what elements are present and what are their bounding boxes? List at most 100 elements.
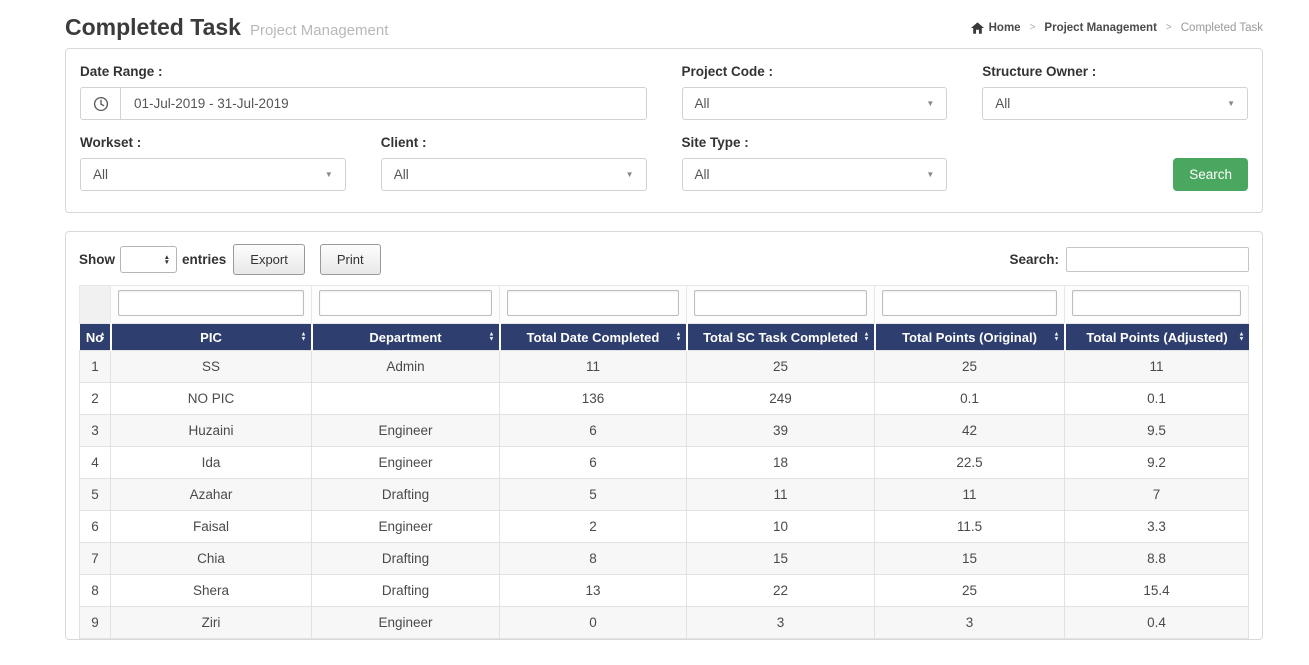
client-select[interactable]: All ▼	[380, 158, 647, 191]
structure-owner-select[interactable]: All ▼	[982, 87, 1248, 120]
client-field: Client : All ▼	[380, 135, 647, 191]
breadcrumb-item-home[interactable]: Home	[970, 21, 1021, 34]
column-header-no[interactable]: No ▲ ▼	[79, 323, 112, 351]
column-filter-input-6[interactable]	[1072, 290, 1241, 316]
column-filter-cell	[110, 285, 312, 324]
column-filter-cell	[499, 285, 687, 324]
table-cell: 5	[499, 478, 687, 511]
clock-icon	[81, 88, 121, 119]
table-cell: 22.5	[874, 446, 1065, 479]
structure-owner-field: Structure Owner : All ▼	[982, 64, 1248, 120]
table-cell: 3	[79, 414, 111, 447]
site-type-select[interactable]: All ▼	[681, 158, 948, 191]
table-cell: 3.3	[1064, 510, 1249, 543]
table-cell: 9.5	[1064, 414, 1249, 447]
table-row: 7 Chia Drafting 8 15 15 8.8	[79, 542, 1249, 575]
table-cell: 10	[686, 510, 875, 543]
table-cell: 25	[874, 350, 1065, 383]
table-cell: Huzaini	[110, 414, 312, 447]
table-cell: 11	[1064, 350, 1249, 383]
site-type-label: Site Type :	[681, 135, 749, 150]
table-cell: Faisal	[110, 510, 312, 543]
table-cell: 6	[499, 446, 687, 479]
table-cell: 11	[874, 478, 1065, 511]
column-header-pic[interactable]: PIC ▲ ▼	[110, 323, 313, 351]
table-cell: 18	[686, 446, 875, 479]
search-button[interactable]: Search	[1173, 158, 1248, 191]
breadcrumb-item-completed-task: Completed Task	[1180, 21, 1263, 34]
table-cell: 2	[79, 382, 111, 415]
site-type-field: Site Type : All ▼	[681, 135, 948, 191]
sort-icon: ▲ ▼	[675, 331, 682, 342]
table-cell: 2	[499, 510, 687, 543]
column-header-total-points-original[interactable]: Total Points (Original) ▲ ▼	[874, 323, 1066, 351]
title-wrap: Completed Task Project Management	[65, 14, 388, 41]
table-cell: 3	[686, 606, 875, 639]
column-filter-input-4[interactable]	[694, 290, 867, 316]
updown-spinner-icon: ▲ ▼	[163, 253, 170, 266]
table-cell: Drafting	[311, 478, 500, 511]
breadcrumb: Home > Project Management > Completed Ta…	[970, 21, 1263, 34]
column-header-total-points-adjusted[interactable]: Total Points (Adjusted) ▲ ▼	[1064, 323, 1249, 351]
page-subtitle: Project Management	[249, 22, 389, 39]
column-header-total-sc-task-completed[interactable]: Total SC Task Completed ▲ ▼	[686, 323, 876, 351]
breadcrumb-item-project-management[interactable]: Project Management	[1044, 21, 1157, 34]
workset-select[interactable]: All ▼	[80, 158, 346, 191]
page-header: Completed Task Project Management Home >…	[65, 0, 1263, 42]
export-button[interactable]: Export	[233, 244, 305, 275]
table-cell: 249	[686, 382, 875, 415]
table-search-input[interactable]	[1066, 247, 1249, 272]
table-search-label: Search:	[1009, 252, 1059, 267]
table-row: 8 Shera Drafting 13 22 25 15.4	[79, 574, 1249, 607]
table-cell: 11	[686, 478, 875, 511]
table-cell: Engineer	[311, 414, 500, 447]
column-filter-cell	[1064, 285, 1249, 324]
column-filter-cell	[79, 285, 111, 324]
table-filter-row	[79, 285, 1249, 324]
entries-per-page-select[interactable]: ▲ ▼	[120, 246, 177, 273]
table-cell: Ziri	[110, 606, 312, 639]
table-controls: Show ▲ ▼ entries Export Print Search:	[79, 244, 1249, 275]
client-selected-value: All	[393, 167, 409, 182]
table-cell: 0	[499, 606, 687, 639]
table-row: 3 Huzaini Engineer 6 39 42 9.5	[79, 414, 1249, 447]
column-header-department[interactable]: Department ▲ ▼	[311, 323, 501, 351]
column-filter-input-1[interactable]	[118, 290, 304, 316]
table-cell: Chia	[110, 542, 312, 575]
table-cell: 15	[686, 542, 875, 575]
workset-field: Workset : All ▼	[80, 135, 346, 191]
workset-label: Workset :	[80, 135, 142, 150]
date-range-input[interactable]	[121, 96, 646, 111]
table-cell: Drafting	[311, 542, 500, 575]
table-cell: 0.1	[1064, 382, 1249, 415]
table-header-row: No ▲ ▼ PIC ▲ ▼ Department ▲ ▼ Total Date Complete…	[79, 323, 1249, 351]
column-filter-input-2[interactable]	[319, 290, 492, 316]
breadcrumb-item-label: Home	[988, 21, 1021, 34]
date-range-input-group	[80, 87, 647, 120]
table-row: 6 Faisal Engineer 2 10 11.5 3.3	[79, 510, 1249, 543]
table-cell: 6	[499, 414, 687, 447]
sort-icon: ▲ ▼	[488, 331, 495, 342]
date-range-field: Date Range :	[80, 64, 647, 120]
print-button[interactable]: Print	[319, 244, 381, 275]
column-filter-input-5[interactable]	[882, 290, 1057, 316]
sort-icon: ▲ ▼	[1238, 331, 1245, 342]
column-filter-cell	[874, 285, 1065, 324]
column-filter-input-3[interactable]	[507, 290, 679, 316]
breadcrumb-separator: >	[1165, 22, 1172, 33]
project-code-select[interactable]: All ▼	[681, 87, 948, 120]
table-cell: 42	[874, 414, 1065, 447]
table-cell: 25	[874, 574, 1065, 607]
table-row: 5 Azahar Drafting 5 11 11 7	[79, 478, 1249, 511]
sort-icon: ▲ ▼	[863, 331, 870, 342]
table-row: 2 NO PIC 136 249 0.1 0.1	[79, 382, 1249, 415]
table-cell: Admin	[311, 350, 500, 383]
table-cell: 0.1	[874, 382, 1065, 415]
sort-icon: ▲ ▼	[1053, 331, 1060, 342]
table-cell: 8.8	[1064, 542, 1249, 575]
table-cell: Engineer	[311, 510, 500, 543]
table-cell: 22	[686, 574, 875, 607]
column-header-total-date-completed[interactable]: Total Date Completed ▲ ▼	[499, 323, 688, 351]
table-cell: Engineer	[311, 446, 500, 479]
structure-owner-label: Structure Owner :	[982, 64, 1097, 79]
